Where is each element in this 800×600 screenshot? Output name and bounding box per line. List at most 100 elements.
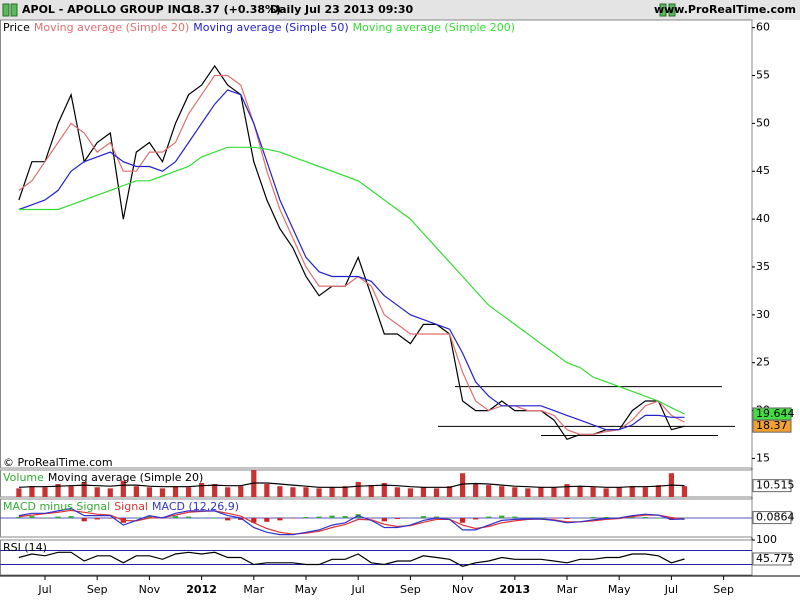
bar — [459, 518, 466, 523]
value-box-label: 0.0864 — [756, 511, 795, 524]
quote: 18.37 (+0.38%) — [185, 3, 281, 16]
bar — [120, 480, 126, 497]
y-tick-label: 35 — [756, 260, 770, 273]
bar — [316, 488, 322, 497]
x-tick-label: 2012 — [186, 583, 217, 596]
bar — [551, 518, 557, 519]
legend-entry: Moving average (Simple 200) — [353, 21, 515, 34]
bar — [655, 485, 661, 497]
value-box — [752, 407, 792, 421]
series-line — [18, 551, 685, 567]
bar — [616, 487, 622, 497]
bar — [133, 486, 139, 497]
bar — [564, 484, 570, 497]
x-tick-label: Jul — [351, 583, 365, 596]
value-box-label: 45.775 — [756, 552, 795, 565]
period: Daily — [270, 3, 301, 16]
bar — [394, 487, 400, 497]
bar — [42, 517, 48, 519]
legend-entry: Price — [3, 21, 30, 34]
bar — [303, 487, 309, 497]
panel — [0, 539, 753, 576]
bar — [107, 518, 113, 519]
bar — [81, 518, 87, 522]
x-tick-label: Nov — [452, 583, 474, 596]
panel — [0, 469, 753, 498]
watermark: © ProRealTime.com — [3, 456, 113, 469]
bar — [642, 517, 648, 518]
x-tick-label: Sep — [713, 583, 734, 596]
bar — [486, 485, 492, 497]
x-tick-label: 2013 — [499, 583, 530, 596]
bar — [459, 473, 466, 497]
value-box-label: 10.515 — [756, 479, 795, 492]
bar — [68, 516, 74, 518]
bar — [446, 486, 453, 497]
series-line — [18, 482, 685, 488]
bar — [16, 488, 22, 497]
bar — [212, 518, 218, 519]
bar — [629, 517, 635, 518]
bar — [355, 481, 361, 497]
legend-entry: Moving average (Simple 20) — [48, 471, 203, 484]
bar — [499, 515, 505, 518]
bar — [407, 517, 414, 519]
bar — [68, 486, 74, 497]
bar — [681, 517, 688, 519]
bar — [381, 518, 387, 522]
site: www.ProRealTime.com — [654, 3, 796, 16]
bar — [590, 487, 596, 497]
bar — [512, 487, 518, 497]
bar — [525, 517, 531, 519]
datetime: Jul 23 2013 09:30 — [304, 3, 413, 16]
legend-entry: Volume — [3, 471, 44, 484]
header-icon — [2, 3, 10, 17]
bar — [655, 518, 661, 519]
bar — [212, 484, 218, 497]
value-box — [752, 511, 792, 525]
bar — [185, 516, 192, 518]
y-tick-label: 15 — [756, 451, 770, 464]
bar — [329, 487, 335, 497]
bar — [551, 487, 557, 497]
series-line — [18, 64, 685, 441]
bar — [94, 487, 100, 497]
header-icon — [668, 3, 676, 17]
header-icon — [10, 3, 18, 17]
legend: Volume Moving average (Simple 20) — [3, 471, 203, 484]
bar — [486, 516, 492, 518]
legend: Price Moving average (Simple 20) Moving av… — [3, 21, 515, 34]
legend-entry: Signal — [114, 500, 148, 513]
x-tick-label: May — [608, 583, 631, 596]
series-line — [18, 146, 685, 415]
legend-entry: MACD minus Signal — [3, 500, 110, 513]
bar — [146, 515, 153, 518]
bar — [42, 487, 48, 497]
x-tick-label: Nov — [139, 583, 161, 596]
bar — [172, 486, 179, 497]
bar — [499, 486, 505, 497]
bar — [290, 518, 296, 519]
bar — [564, 518, 570, 519]
bar — [198, 482, 205, 497]
x-tick-label: Mar — [557, 583, 578, 596]
header-icon — [659, 3, 667, 17]
x-tick-label: Mar — [243, 583, 264, 596]
bar — [368, 485, 374, 497]
y-tick-label: 25 — [756, 356, 770, 369]
y-tick-label: 50 — [756, 116, 770, 129]
bar — [55, 484, 61, 497]
y-tick-label: 30 — [756, 308, 770, 321]
bar — [420, 487, 427, 497]
y-tick-label: 100 — [756, 533, 777, 546]
bar — [264, 518, 270, 522]
y-tick-label: 55 — [756, 69, 770, 82]
legend: MACD minus Signal Signal MACD (12,26,9) — [3, 500, 239, 513]
bar — [577, 486, 583, 497]
bar — [342, 516, 348, 518]
x-tick-label: Jul — [664, 583, 678, 596]
bar — [420, 516, 427, 518]
bar — [159, 488, 166, 497]
bar — [473, 518, 479, 520]
